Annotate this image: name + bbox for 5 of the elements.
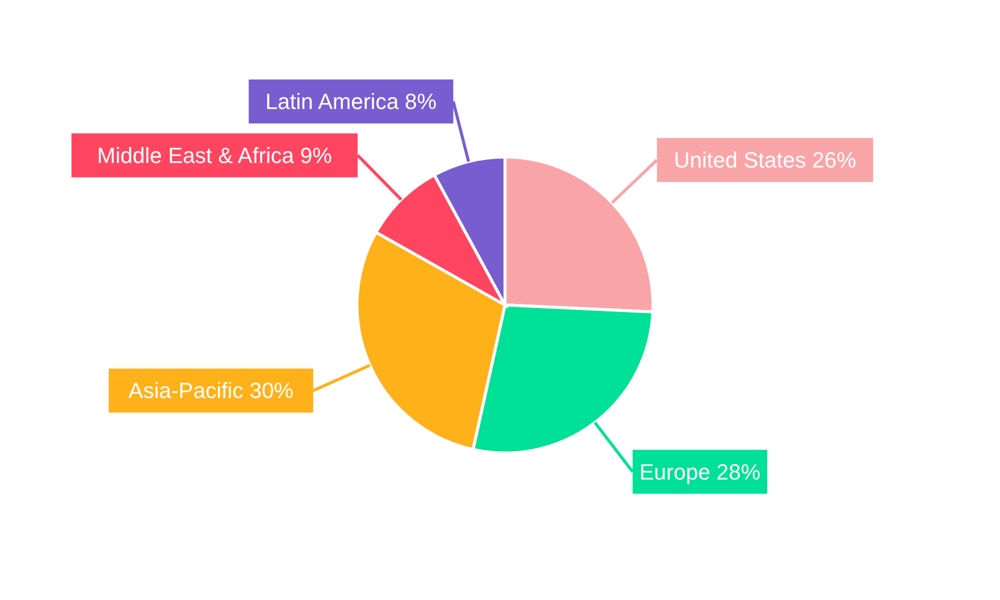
slice-label: Europe 28% xyxy=(639,459,760,484)
slice-label: Asia-Pacific 30% xyxy=(128,378,294,404)
slice-label: Latin America 8% xyxy=(265,88,437,114)
slice-label: United States 26% xyxy=(674,148,856,173)
slice-label: Middle East & Africa 9% xyxy=(97,142,332,168)
